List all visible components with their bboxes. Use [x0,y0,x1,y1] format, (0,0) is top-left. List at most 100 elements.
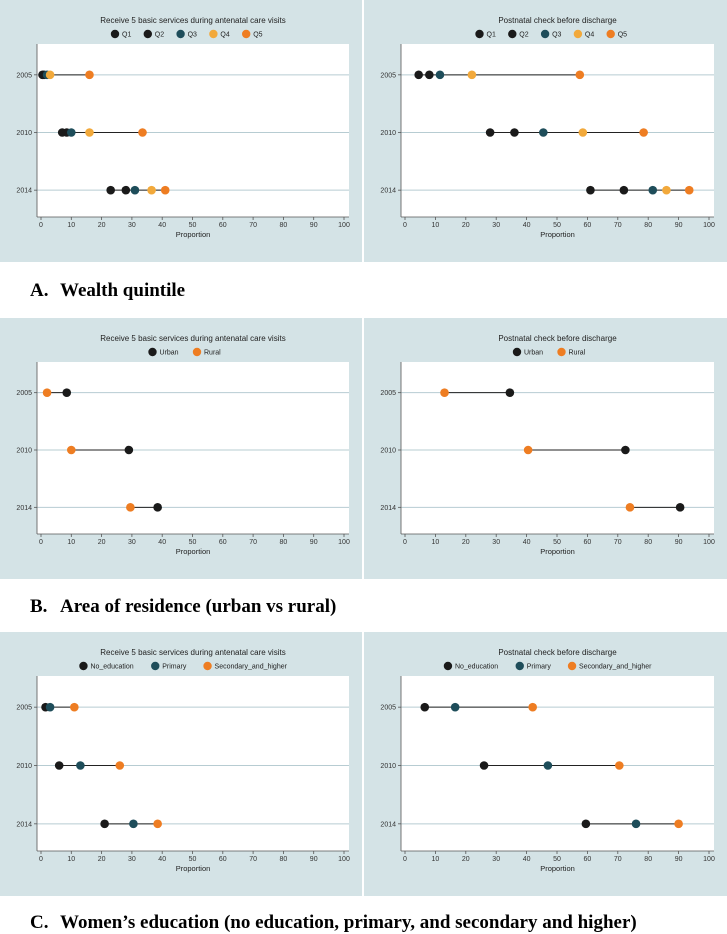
data-point [54,761,64,770]
x-tick-label: 80 [644,856,652,863]
data-point [505,388,515,397]
x-tick-label: 70 [249,856,257,863]
legend-item: Rural [192,347,221,357]
legend-label: Q4 [585,32,594,39]
chart-title: Receive 5 basic services during antenata… [100,334,285,343]
x-tick-label: 10 [67,222,75,229]
data-point [106,185,115,195]
data-point [100,819,109,829]
chart-title: Receive 5 basic services during antenata… [100,648,285,657]
legend-marker [192,347,202,357]
x-tick-label: 20 [462,856,470,863]
x-tick-label: 50 [189,856,197,863]
y-tick-label: 2010 [380,448,396,455]
data-point [450,702,460,712]
legend-label: No_education [455,664,498,671]
legend-marker [79,661,88,671]
section-label-b: B. Area of residence (urban vs rural) [30,596,337,617]
legend-item: Q5 [242,29,263,39]
x-tick-label: 10 [67,539,75,546]
x-tick-label: 90 [310,856,318,863]
plot-area [37,362,349,534]
x-tick-label: 40 [523,856,531,863]
legend-marker [515,661,524,671]
x-axis-label: Proportion [176,864,211,873]
legend-item: Primary [515,661,552,671]
x-tick-label: 70 [249,222,257,229]
y-tick-label: 2010 [380,763,396,770]
x-tick-label: 50 [553,222,561,229]
data-point [425,70,434,80]
legend-marker [148,347,157,357]
x-tick-label: 20 [462,222,470,229]
data-point [467,70,477,80]
chart-svg: Receive 5 basic services during antenata… [16,334,350,556]
data-point [543,761,553,770]
data-point [147,185,156,195]
x-tick-label: 70 [614,539,622,546]
y-tick-label: 2010 [16,763,32,770]
x-tick-label: 60 [219,539,227,546]
legend-marker [573,29,583,39]
data-point [85,128,94,137]
x-tick-label: 100 [338,222,350,229]
data-point [621,445,630,455]
x-tick-label: 90 [675,539,683,546]
legend-label: Q1 [487,32,496,39]
x-tick-label: 0 [39,539,43,546]
legend-item: Q2 [508,29,529,39]
data-point [67,128,76,137]
data-point [578,128,588,137]
data-point [126,503,135,512]
legend-marker [203,661,212,671]
legend-marker [606,29,615,39]
legend-marker [443,661,453,671]
x-tick-label: 40 [523,539,531,546]
data-point [124,445,134,455]
data-point [42,388,52,397]
x-tick-label: 100 [703,222,715,229]
data-point [121,185,131,195]
y-tick-label: 2014 [380,188,396,195]
legend-item: Primary [151,661,187,671]
y-tick-label: 2010 [16,130,32,137]
legend-label: Q1 [122,32,131,39]
x-tick-label: 50 [189,539,197,546]
x-tick-label: 90 [675,222,683,229]
data-point [160,185,170,195]
legend-marker [512,347,522,357]
x-tick-label: 40 [158,856,166,863]
legend-marker [508,29,517,39]
legend-label: No_education [90,664,133,671]
x-tick-label: 0 [403,856,407,863]
chart-title: Receive 5 basic services during antenata… [100,16,285,25]
y-tick-label: 2005 [380,390,396,397]
legend-label: Primary [527,664,552,671]
legend-label: Q2 [519,32,528,39]
data-point [619,185,629,195]
data-point [138,128,147,137]
chart-panel-b-antenatal: Receive 5 basic services during antenata… [0,318,362,579]
legend-item: Secondary_and_higher [203,661,288,671]
x-tick-label: 100 [338,539,350,546]
legend-marker [176,29,185,39]
x-tick-label: 60 [584,856,592,863]
x-tick-label: 80 [280,222,288,229]
legend-label: Q2 [155,32,164,39]
legend-label: Q5 [253,32,262,39]
chart-svg: Receive 5 basic services during antenata… [16,16,350,239]
x-tick-label: 70 [249,539,257,546]
y-tick-label: 2005 [380,72,396,79]
data-point [675,503,685,512]
x-tick-label: 30 [492,539,500,546]
data-point [631,819,641,829]
chart-panel-c-postnatal: Postnatal check before discharge No_educa… [364,632,727,896]
data-point [435,70,445,80]
x-tick-label: 30 [492,856,500,863]
y-tick-label: 2014 [380,821,396,828]
x-tick-label: 30 [128,539,136,546]
y-tick-label: 2014 [16,505,32,512]
chart-svg: Postnatal check before dischargeNo_educa… [380,648,715,873]
y-tick-label: 2005 [380,705,396,712]
legend-label: Urban [524,350,543,357]
